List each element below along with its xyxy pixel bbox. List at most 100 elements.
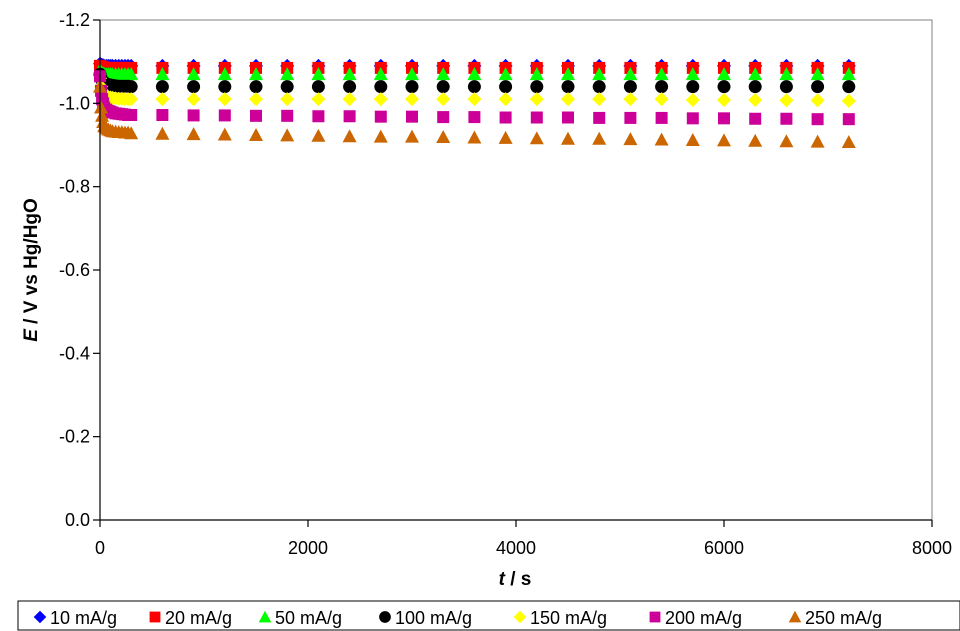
data-point — [685, 67, 700, 81]
y-tick-label: -0.6 — [59, 260, 90, 280]
legend-box — [17, 600, 960, 631]
data-point — [280, 80, 294, 94]
data-point — [311, 67, 326, 81]
legend-item: 250 mA/g — [788, 608, 882, 628]
data-point — [498, 130, 513, 144]
data-point — [155, 67, 170, 81]
data-point — [561, 67, 575, 81]
data-point — [281, 109, 294, 122]
legend-label: 250 mA/g — [805, 608, 882, 628]
legend-marker — [33, 610, 47, 624]
legend-marker — [513, 610, 527, 624]
data-point — [406, 110, 418, 123]
y-tick-label: -0.4 — [59, 343, 90, 363]
data-point — [468, 111, 481, 124]
data-point — [437, 111, 450, 124]
legend-label: 100 mA/g — [395, 608, 472, 628]
data-point — [155, 126, 170, 140]
data-point — [655, 111, 668, 124]
data-point — [374, 110, 387, 123]
data-point — [654, 67, 669, 81]
data-point — [217, 92, 232, 107]
data-point — [311, 92, 326, 107]
data-point — [125, 109, 138, 121]
data-point — [562, 111, 574, 124]
data-point — [498, 92, 513, 107]
data-point — [249, 128, 263, 141]
data-point — [810, 67, 825, 81]
data-point — [250, 109, 262, 122]
legend-label: 10 mA/g — [50, 608, 117, 628]
data-point — [405, 92, 419, 107]
data-point — [561, 131, 575, 145]
data-point — [779, 134, 794, 148]
data-point — [655, 80, 669, 94]
data-point — [717, 93, 731, 107]
data-point — [187, 109, 200, 122]
data-point — [685, 93, 700, 107]
data-point — [342, 129, 357, 143]
legend-label: 20 mA/g — [165, 608, 232, 628]
data-point — [187, 80, 201, 94]
data-point — [499, 111, 512, 124]
data-point — [717, 80, 731, 94]
data-point — [343, 80, 357, 94]
data-point — [343, 110, 356, 123]
data-point — [436, 67, 451, 81]
x-tick-label: 2000 — [288, 538, 328, 558]
data-point — [94, 100, 109, 114]
legend-marker — [258, 610, 272, 623]
data-point — [342, 92, 357, 107]
y-axis: 0.0 -0.2 -0.4 -0.6 -0.8 -1.0 -1.2 — [59, 10, 101, 530]
data-point — [686, 112, 699, 125]
legend-item: 10 mA/g — [33, 608, 117, 628]
data-point — [717, 133, 731, 147]
data-point — [342, 67, 357, 81]
data-point — [467, 80, 481, 94]
series-7 — [93, 79, 856, 149]
y-tick-label: -1.0 — [59, 93, 90, 113]
data-point — [311, 80, 325, 94]
data-point — [810, 134, 825, 148]
y-axis-label: E / V vs Hg/HgO — [21, 198, 42, 342]
x-axis-label: t / s — [499, 569, 532, 590]
data-point — [530, 80, 544, 94]
data-point — [810, 93, 825, 108]
data-point — [748, 133, 763, 147]
data-point — [624, 111, 637, 124]
data-point — [124, 92, 139, 107]
data-point — [156, 109, 169, 121]
data-point — [685, 133, 700, 146]
data-point — [436, 80, 450, 94]
data-point — [405, 80, 419, 94]
data-point — [218, 80, 232, 94]
data-point — [467, 92, 482, 107]
data-point — [779, 80, 793, 94]
data-point — [124, 80, 138, 94]
y-tick-label: -0.2 — [59, 427, 90, 447]
data-point — [280, 67, 295, 81]
data-point — [529, 67, 544, 81]
data-point — [186, 127, 201, 141]
data-point — [405, 129, 419, 143]
data-point — [249, 80, 263, 94]
data-point — [529, 131, 544, 145]
data-point — [249, 67, 263, 81]
legend-label: 50 mA/g — [275, 608, 342, 628]
data-point — [623, 132, 638, 146]
legend-marker — [379, 611, 391, 623]
x-tick-label: 6000 — [704, 538, 744, 558]
data-point — [841, 67, 856, 81]
data-point — [842, 113, 855, 126]
data-point — [249, 92, 263, 107]
data-point — [280, 92, 295, 107]
data-point — [623, 67, 638, 81]
data-point — [374, 80, 388, 94]
data-point — [811, 113, 824, 126]
data-point — [499, 80, 513, 94]
legend-marker — [788, 610, 802, 623]
data-point — [436, 130, 451, 144]
legend-label: 150 mA/g — [530, 608, 607, 628]
data-point — [373, 67, 388, 81]
data-point — [561, 80, 575, 94]
